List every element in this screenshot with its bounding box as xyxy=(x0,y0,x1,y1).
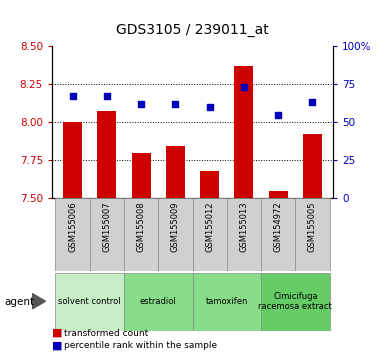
Bar xyxy=(234,66,253,198)
Bar xyxy=(132,153,151,198)
Bar xyxy=(90,198,124,271)
Point xyxy=(275,112,281,118)
Bar xyxy=(261,273,330,331)
Text: percentile rank within the sample: percentile rank within the sample xyxy=(64,342,217,350)
Point xyxy=(207,104,213,110)
Bar xyxy=(295,198,330,271)
Text: estradiol: estradiol xyxy=(140,297,177,306)
Text: GDS3105 / 239011_at: GDS3105 / 239011_at xyxy=(116,23,269,37)
Bar xyxy=(261,198,295,271)
Bar xyxy=(269,191,288,198)
Text: GSM155008: GSM155008 xyxy=(137,201,146,252)
Bar xyxy=(303,134,322,198)
Point xyxy=(172,101,178,107)
Bar xyxy=(192,198,227,271)
Bar xyxy=(166,147,185,198)
Bar xyxy=(200,171,219,198)
Point xyxy=(138,101,144,107)
Text: GSM155012: GSM155012 xyxy=(205,201,214,252)
Text: GSM155007: GSM155007 xyxy=(102,201,111,252)
Text: agent: agent xyxy=(5,297,35,307)
Bar xyxy=(63,122,82,198)
Text: solvent control: solvent control xyxy=(59,297,121,306)
Text: GSM154972: GSM154972 xyxy=(274,201,283,252)
Point xyxy=(104,93,110,99)
Point xyxy=(310,99,316,105)
Text: GSM155005: GSM155005 xyxy=(308,201,317,252)
Point xyxy=(69,93,75,99)
Bar xyxy=(227,198,261,271)
Bar xyxy=(97,112,116,198)
Point xyxy=(241,84,247,90)
Bar xyxy=(55,273,124,331)
Text: transformed count: transformed count xyxy=(64,329,148,338)
Text: Cimicifuga
racemosa extract: Cimicifuga racemosa extract xyxy=(258,292,332,312)
Bar xyxy=(158,198,192,271)
Polygon shape xyxy=(32,293,45,309)
Bar xyxy=(124,198,158,271)
Text: GSM155009: GSM155009 xyxy=(171,201,180,252)
Text: ■: ■ xyxy=(52,341,62,350)
Bar xyxy=(192,273,261,331)
Text: GSM155013: GSM155013 xyxy=(239,201,248,252)
Text: tamoxifen: tamoxifen xyxy=(206,297,248,306)
Text: GSM155006: GSM155006 xyxy=(68,201,77,252)
Text: ■: ■ xyxy=(52,328,62,338)
Bar xyxy=(124,273,192,331)
Bar xyxy=(55,198,90,271)
